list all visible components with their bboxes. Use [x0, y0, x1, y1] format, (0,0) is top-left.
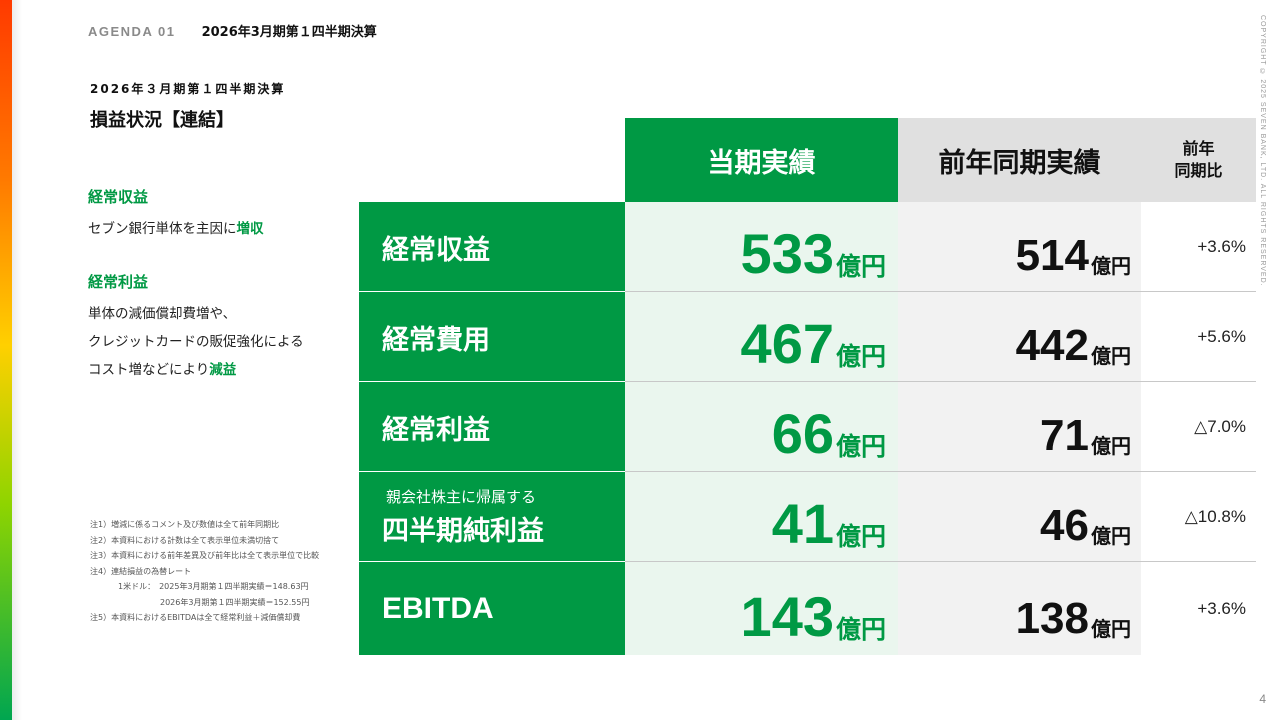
ratio-value: +5.6%	[1141, 292, 1256, 382]
page-number: 4	[1259, 692, 1266, 706]
label-divider	[359, 291, 625, 292]
prev-value: 71	[1040, 411, 1089, 460]
prev-value: 138	[1015, 594, 1089, 643]
footnote: 1米ドル： 2025年3月期第１四半期実績＝148.63円	[118, 582, 309, 591]
table-row-net-income: 親会社株主に帰属する 四半期純利益 41 億円 46 億円 △10.8%	[359, 472, 1256, 562]
unit: 億円	[835, 342, 886, 371]
section-title: 損益状況【連結】	[90, 110, 234, 131]
row-label: 経常費用	[359, 292, 625, 382]
note-line-text: コスト増などにより	[88, 362, 210, 378]
accent-gradient-bar	[0, 0, 12, 720]
current-value: 467	[740, 312, 834, 375]
prev-value-cell: 71 億円	[898, 382, 1141, 472]
column-header-ratio: 前年 同期比	[1141, 118, 1256, 202]
top-breadcrumb: AGENDA 01 2026年3月期第１四半期決算	[88, 21, 377, 40]
prev-value: 46	[1040, 501, 1089, 550]
current-value-cell: 66 億円	[625, 382, 898, 472]
row-label-text: 経常利益	[382, 414, 490, 446]
current-value-cell: 533 億円	[625, 202, 898, 292]
unit: 億円	[1091, 434, 1131, 458]
current-value-cell: 143 億円	[625, 562, 898, 655]
unit: 億円	[1091, 344, 1131, 368]
row-label: 経常利益	[359, 382, 625, 472]
unit: 億円	[835, 522, 886, 551]
current-value: 143	[740, 585, 834, 648]
ratio-header-line1: 前年	[1182, 139, 1215, 158]
column-header-current: 当期実績	[625, 118, 898, 202]
ratio-value: +3.6%	[1141, 562, 1256, 655]
footnotes: 注1）増減に係るコメント及び数値は全て前年同期比 注2）本資料における計数は全て…	[90, 517, 319, 626]
footnote: 注2）本資料における計数は全て表示単位未満切捨て	[90, 535, 280, 545]
row-label-text: 経常収益	[382, 234, 490, 266]
label-divider	[359, 471, 625, 472]
ratio-value: △7.0%	[1141, 382, 1256, 472]
label-divider	[359, 381, 625, 382]
current-value-cell: 41 億円	[625, 472, 898, 562]
table-row-ordinary-profit: 経常利益 66 億円 71 億円 △7.0%	[359, 382, 1256, 472]
note-line: クレジットカードの販促強化による	[88, 334, 304, 350]
footnote: 注5）本資料におけるEBITDAは全て経常利益＋減価償却費	[90, 613, 301, 622]
agenda-title: 2026年3月期第１四半期決算	[201, 25, 377, 40]
row-label: 親会社株主に帰属する 四半期純利益	[359, 472, 625, 562]
agenda-label: AGENDA 01	[88, 24, 176, 39]
column-header-previous: 前年同期実績	[898, 118, 1141, 202]
row-label-text: 四半期純利益	[382, 516, 544, 547]
prev-value: 442	[1015, 321, 1089, 370]
row-label-text: 経常費用	[382, 324, 490, 356]
note-heading: 経常利益	[88, 273, 149, 291]
prev-value-cell: 138 億円	[898, 562, 1141, 655]
table-row-ordinary-income: 経常収益 533 億円 514 億円 +3.6%	[359, 202, 1256, 292]
ratio-value: +3.6%	[1141, 202, 1256, 292]
footnote: 注4）連結損益の為替レート	[90, 566, 192, 576]
note-heading: 経常収益	[88, 188, 149, 206]
section-subtitle: 2026年３月期第１四半期決算	[90, 82, 286, 96]
note-line: コスト増などにより減益	[88, 356, 348, 384]
row-label: 経常収益	[359, 202, 625, 292]
copyright-notice: COPYRIGHT © 2025 SEVEN BANK, LTD. ALL RI…	[1259, 15, 1266, 287]
label-divider	[359, 561, 625, 562]
footnote: 注3）本資料における前年差異及び前年比は全て表示単位で比較	[90, 551, 320, 560]
unit: 億円	[1091, 617, 1131, 641]
current-value: 533	[740, 222, 834, 285]
row-label-small: 親会社株主に帰属する	[386, 488, 537, 506]
footnote: 2026年3月期第１四半期実績＝152.55円	[160, 597, 310, 607]
unit: 億円	[835, 252, 886, 281]
current-value: 66	[771, 402, 834, 465]
prev-value-cell: 514 億円	[898, 202, 1141, 292]
current-value-cell: 467 億円	[625, 292, 898, 382]
note-text: セブン銀行単体を主因に増収	[88, 215, 348, 243]
row-label-text: EBITDA	[382, 591, 494, 625]
prev-value: 514	[1015, 231, 1089, 280]
note-line: 単体の減価償却費増や、	[88, 306, 237, 322]
row-divider	[625, 291, 1256, 292]
unit: 億円	[835, 615, 886, 644]
note-highlight: 増収	[236, 221, 264, 237]
row-divider	[625, 471, 1256, 472]
ratio-header-line2: 同期比	[1174, 161, 1223, 180]
ratio-value: △10.8%	[1141, 472, 1256, 562]
accent-fade	[12, 0, 22, 720]
note-text: 単体の減価償却費増や、 クレジットカードの販促強化による コスト増などにより減益	[88, 300, 348, 384]
unit: 億円	[1091, 254, 1131, 278]
note-profit: 経常利益 単体の減価償却費増や、 クレジットカードの販促強化による コスト増など…	[88, 271, 348, 384]
table-row-ordinary-expenses: 経常費用 467 億円 442 億円 +5.6%	[359, 292, 1256, 382]
row-divider	[625, 561, 1256, 562]
prev-value-cell: 46 億円	[898, 472, 1141, 562]
row-divider	[625, 381, 1256, 382]
table-row-ebitda: EBITDA 143 億円 138 億円 +3.6%	[359, 562, 1256, 655]
unit: 億円	[835, 432, 886, 461]
unit: 億円	[1091, 524, 1131, 548]
row-label: EBITDA	[359, 562, 625, 655]
prev-value-cell: 442 億円	[898, 292, 1141, 382]
current-value: 41	[771, 492, 834, 555]
note-highlight: 減益	[209, 362, 237, 378]
note-revenue: 経常収益 セブン銀行単体を主因に増収	[88, 186, 348, 243]
footnote: 注1）増減に係るコメント及び数値は全て前年同期比	[90, 520, 280, 529]
note-line: セブン銀行単体を主因に	[88, 221, 237, 237]
